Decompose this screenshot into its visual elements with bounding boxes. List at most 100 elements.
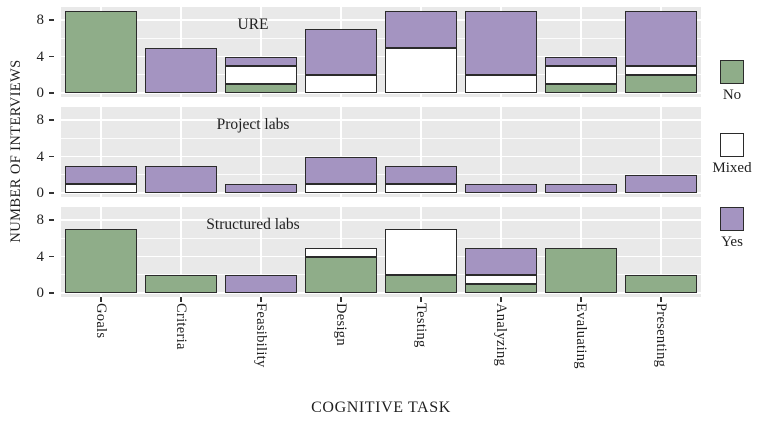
gridline-vertical xyxy=(420,107,422,197)
x-tick-label-goals: Goals xyxy=(93,303,109,339)
legend-item-no: No xyxy=(700,60,764,104)
bar-segment-mixed xyxy=(385,229,457,275)
gridline-minor xyxy=(61,74,701,76)
bar-segment-yes xyxy=(305,156,377,184)
bar-segment-no xyxy=(225,83,297,93)
legend-label-yes: Yes xyxy=(721,234,743,250)
x-tick-mark xyxy=(580,297,582,302)
bar-structured-labs-goals xyxy=(65,229,137,293)
facet-panel-ure: URE xyxy=(61,7,701,97)
y-tick-mark xyxy=(49,55,54,58)
bar-structured-labs-presenting xyxy=(625,274,697,293)
y-tick-label: 8 xyxy=(36,212,45,229)
facet-title-ure: URE xyxy=(237,16,269,33)
x-axis-title: COGNITIVE TASK xyxy=(311,399,451,416)
legend-swatch-mixed xyxy=(720,133,744,157)
y-tick-mark xyxy=(49,92,54,94)
bar-segment-yes xyxy=(625,11,697,66)
bar-segment-yes xyxy=(145,165,217,193)
bar-segment-yes xyxy=(225,183,297,193)
facet-panel-project-labs: Project labs xyxy=(61,107,701,197)
bar-segment-mixed xyxy=(225,65,297,84)
x-tick-label-feasibility: Feasibility xyxy=(253,303,269,368)
bar-ure-feasibility xyxy=(225,56,297,93)
bar-segment-yes xyxy=(225,274,297,293)
gridline-major xyxy=(61,192,701,194)
bar-segment-mixed xyxy=(65,183,137,193)
gridline-vertical xyxy=(660,107,662,197)
bar-segment-no xyxy=(65,11,137,93)
bar-segment-yes xyxy=(465,247,537,275)
bar-structured-labs-design xyxy=(305,247,377,293)
y-tick-mark xyxy=(49,255,54,258)
gridline-vertical xyxy=(580,107,582,197)
gridline-vertical xyxy=(180,107,182,197)
bar-ure-testing xyxy=(385,11,457,93)
bar-segment-mixed xyxy=(305,183,377,193)
bar-segment-no xyxy=(545,247,617,293)
bar-segment-mixed xyxy=(545,65,617,84)
gridline-vertical xyxy=(580,7,582,97)
bar-segment-mixed xyxy=(625,65,697,75)
gridline-minor xyxy=(61,274,701,276)
y-tick-mark xyxy=(49,219,54,221)
bar-segment-yes xyxy=(385,165,457,184)
bar-project-labs-feasibility xyxy=(225,183,297,193)
y-tick-label: 0 xyxy=(36,285,45,301)
bar-ure-evaluating xyxy=(545,56,617,93)
x-tick-mark xyxy=(100,297,102,302)
bar-segment-yes xyxy=(545,56,617,66)
x-tick-label-evaluating: Evaluating xyxy=(573,303,589,369)
bar-structured-labs-evaluating xyxy=(545,247,617,293)
bar-segment-mixed xyxy=(305,74,377,93)
legend-swatch-no xyxy=(720,60,744,84)
gridline-vertical xyxy=(180,207,182,297)
gridline-vertical xyxy=(260,207,262,297)
legend-label-no: No xyxy=(722,87,742,103)
gridline-minor xyxy=(61,237,701,239)
gridline-major xyxy=(61,255,701,258)
bar-segment-yes xyxy=(625,174,697,193)
bar-segment-yes xyxy=(145,47,217,93)
gridline-major xyxy=(61,19,701,21)
bar-segment-yes xyxy=(65,165,137,184)
bar-segment-no xyxy=(545,83,617,93)
bar-segment-yes xyxy=(465,183,537,193)
bar-segment-no xyxy=(625,274,697,293)
gridline-minor xyxy=(61,137,701,139)
bar-segment-no xyxy=(65,229,137,293)
y-tick-label: 4 xyxy=(36,48,45,65)
bar-ure-criteria xyxy=(145,47,217,93)
y-tick-mark xyxy=(49,292,54,294)
bar-segment-no xyxy=(305,256,377,293)
bar-ure-goals xyxy=(65,11,137,93)
bar-segment-no xyxy=(145,274,217,293)
x-tick-label-presenting: Presenting xyxy=(653,303,669,368)
x-tick-label-analyzing: Analyzing xyxy=(493,303,509,367)
y-tick-label: 8 xyxy=(36,112,45,129)
bar-segment-no xyxy=(385,274,457,293)
bar-segment-yes xyxy=(305,29,377,75)
facet-title-project-labs: Project labs xyxy=(216,116,290,133)
bar-structured-labs-criteria xyxy=(145,274,217,293)
gridline-major xyxy=(61,55,701,58)
y-tick-label: 0 xyxy=(36,85,45,101)
bar-segment-mixed xyxy=(465,74,537,93)
bar-project-labs-design xyxy=(305,156,377,193)
bar-segment-mixed xyxy=(465,274,537,284)
bar-project-labs-goals xyxy=(65,165,137,193)
bar-structured-labs-analyzing xyxy=(465,247,537,293)
bar-project-labs-testing xyxy=(385,165,457,193)
bar-segment-mixed xyxy=(385,47,457,93)
bar-segment-yes xyxy=(545,183,617,193)
x-tick-label-testing: Testing xyxy=(413,303,429,348)
legend: No Mixed Yes xyxy=(700,0,764,430)
bar-ure-analyzing xyxy=(465,11,537,93)
bar-structured-labs-feasibility xyxy=(225,274,297,293)
x-tick-mark xyxy=(500,297,502,302)
x-tick-mark xyxy=(340,297,342,302)
x-tick-mark xyxy=(180,297,182,302)
bar-ure-presenting xyxy=(625,11,697,93)
legend-item-yes: Yes xyxy=(700,207,764,251)
